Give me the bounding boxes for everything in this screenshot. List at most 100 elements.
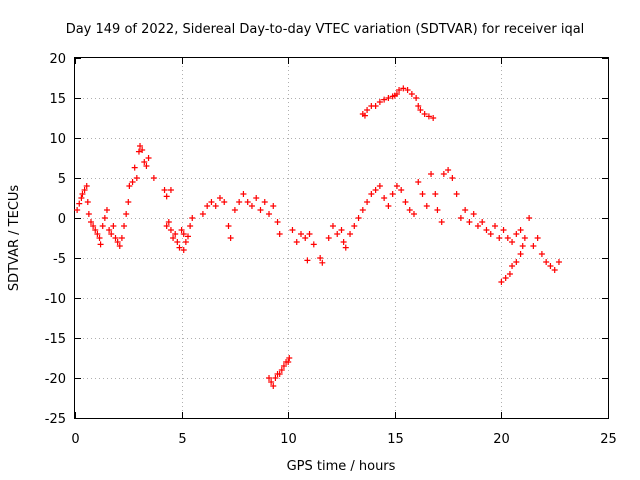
y-tick-label: -5 xyxy=(53,252,66,267)
data-point xyxy=(521,235,528,241)
data-point xyxy=(261,199,268,205)
data-point xyxy=(101,215,108,221)
data-point xyxy=(483,227,490,233)
data-point xyxy=(79,191,86,197)
data-point xyxy=(419,191,426,197)
data-point xyxy=(534,235,541,241)
data-point xyxy=(141,159,148,165)
data-point xyxy=(87,219,94,225)
y-tick-label: -20 xyxy=(45,372,66,387)
data-point xyxy=(526,215,533,221)
data-point xyxy=(174,239,181,245)
data-point xyxy=(434,207,441,213)
data-point xyxy=(449,175,456,181)
data-point xyxy=(430,115,437,121)
data-point xyxy=(163,193,170,200)
data-point xyxy=(364,107,371,113)
data-point xyxy=(289,227,296,233)
data-point xyxy=(204,203,211,209)
data-point xyxy=(496,235,503,241)
y-tick-label: -25 xyxy=(45,412,66,427)
data-point xyxy=(425,113,432,120)
chart-title: Day 149 of 2022, Sidereal Day-to-day VTE… xyxy=(66,22,585,37)
data-point xyxy=(131,164,138,171)
data-point xyxy=(165,219,172,225)
data-point xyxy=(385,95,392,101)
data-point xyxy=(78,195,85,201)
data-point xyxy=(385,203,392,209)
data-point xyxy=(415,179,422,185)
data-point xyxy=(519,243,526,249)
data-point xyxy=(304,257,311,264)
data-point xyxy=(90,223,97,229)
data-point xyxy=(96,235,103,241)
data-point xyxy=(297,231,304,237)
data-point xyxy=(253,195,260,201)
data-point xyxy=(163,223,170,229)
data-point xyxy=(76,200,83,207)
data-point xyxy=(286,355,293,361)
data-point xyxy=(112,235,119,241)
data-point xyxy=(125,199,132,205)
data-point xyxy=(457,215,464,221)
x-tick-label: 5 xyxy=(178,432,186,447)
x-tick-label: 25 xyxy=(600,432,617,447)
data-point xyxy=(116,243,123,249)
data-point xyxy=(506,271,513,277)
data-point xyxy=(359,207,366,213)
data-point xyxy=(351,223,358,229)
data-point xyxy=(266,211,273,217)
y-tick-label: 15 xyxy=(49,92,66,107)
data-point xyxy=(110,223,117,229)
data-point xyxy=(84,199,91,205)
data-point xyxy=(364,199,371,205)
data-point xyxy=(342,244,349,251)
data-point xyxy=(143,163,150,169)
data-point xyxy=(302,235,309,241)
data-point xyxy=(180,247,187,253)
y-tick-label: 10 xyxy=(49,132,66,147)
data-point xyxy=(121,223,128,229)
data-point xyxy=(513,259,520,265)
data-point xyxy=(404,87,411,93)
data-point xyxy=(408,91,415,97)
data-point xyxy=(126,183,133,189)
x-tick-label: 10 xyxy=(280,432,297,447)
data-point xyxy=(547,263,554,269)
data-point xyxy=(466,219,473,225)
data-point xyxy=(310,241,317,248)
data-point xyxy=(376,99,383,105)
data-point xyxy=(347,231,354,237)
data-point xyxy=(184,233,191,240)
x-axis-label: GPS time / hours xyxy=(287,459,396,474)
data-point xyxy=(440,171,447,177)
data-point xyxy=(538,251,545,257)
data-point xyxy=(97,241,104,248)
data-point xyxy=(398,187,405,193)
y-tick-label: -10 xyxy=(45,292,66,307)
data-point xyxy=(306,231,313,237)
data-point xyxy=(172,231,179,237)
data-point xyxy=(393,183,400,189)
data-point xyxy=(180,231,187,237)
data-point xyxy=(410,211,417,217)
data-point xyxy=(492,223,499,229)
data-point xyxy=(231,207,238,213)
data-point xyxy=(106,227,113,233)
data-point xyxy=(178,227,185,233)
data-point xyxy=(381,195,388,201)
data-point xyxy=(108,231,115,237)
y-tick-label: -15 xyxy=(45,332,66,347)
data-point xyxy=(270,203,277,209)
data-point xyxy=(319,259,326,266)
data-point xyxy=(361,112,368,119)
data-point xyxy=(83,183,90,189)
x-tick-label: 20 xyxy=(493,432,510,447)
data-point xyxy=(421,111,428,117)
data-point xyxy=(182,239,189,245)
data-point xyxy=(293,239,300,245)
data-point xyxy=(391,92,398,99)
data-point xyxy=(338,227,345,233)
data-point xyxy=(417,107,424,113)
